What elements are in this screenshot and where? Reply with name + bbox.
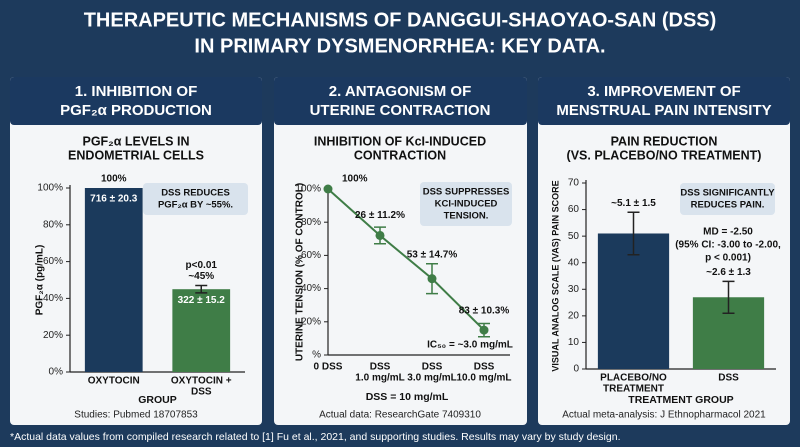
y-tick-label: 20% [43, 330, 63, 341]
point-label: 53 ± 14.7% [407, 249, 458, 260]
bar-inner-label: 716 ± 20.3 [90, 194, 138, 205]
y-tick-label: 10 [568, 337, 580, 348]
note-text: DSS REDUCES [161, 188, 230, 199]
stats-text: (95% CI: -3.00 to -2.00, [675, 240, 781, 251]
y-tick-label: 50 [568, 231, 580, 242]
x-tick-label: 3.0 mg/mL [407, 373, 456, 384]
y-tick-label: 80% [43, 219, 63, 230]
point-label: 100% [342, 174, 368, 185]
y-tick-label: 20% [301, 316, 321, 327]
source: Actual data: ResearchGate 7409310 [319, 410, 481, 421]
stats-text: p < 0.001) [705, 253, 751, 264]
note-text: TENSION. [444, 211, 489, 222]
chart-title: CONTRACTION [354, 148, 446, 162]
point [479, 325, 489, 335]
source: Actual meta-analysis: J Ethnopharmacol 2… [562, 410, 766, 421]
y-tick-label: 40% [43, 293, 63, 304]
x-axis-label: GROUP [138, 394, 177, 406]
x-tick-label: DSS [474, 362, 495, 373]
x-tick-label: DSS [370, 362, 391, 373]
y-tick-label: 0 [573, 364, 579, 375]
point-label: 26 ± 11.2% [355, 210, 405, 221]
panel-header-band [538, 77, 790, 125]
line [327, 188, 485, 331]
stats-text: MD = -2.50 [703, 227, 753, 238]
error-bar [195, 284, 208, 294]
panel-card [274, 77, 527, 425]
x-tick-label: OXYTOCIN [88, 376, 140, 387]
panel-header-band [10, 77, 262, 125]
panel-header: PGF₂α PRODUCTION [60, 102, 212, 119]
chart-title: PGF₂α LEVELS IN [82, 134, 189, 148]
bar-label: ~5.1 ± 1.5 [611, 198, 656, 209]
bar [84, 188, 143, 372]
bar [597, 233, 670, 369]
page-title: THERAPEUTIC MECHANISMS OF DANGGUI-SHAOYA… [84, 9, 717, 31]
panel-header: 3. IMPROVEMENT OF [587, 83, 740, 100]
x-tick-label: PLACEBO/NO [600, 373, 667, 384]
y-tick-label: 20 [568, 310, 580, 321]
note-text: REDUCES PAIN. [691, 200, 765, 211]
note-text: KCI-INDUCED [435, 199, 498, 210]
chart-title: (VS. PLACEBO/NO TREATMENT) [567, 148, 762, 162]
x-tick-label: DSS [718, 373, 739, 384]
x-tick-label: 0 DSS [314, 362, 343, 373]
chart-title: INHIBITION OF KcI-INDUCED [314, 134, 486, 148]
panel-header: 1. INHIBITION OF [75, 83, 198, 100]
y-tick-label: 60% [43, 256, 63, 267]
panel-header: UTERINE CONTRACTION [310, 102, 491, 119]
bar-label: ~45% [188, 271, 214, 282]
note-box [420, 182, 512, 226]
y-tick-label: % [312, 350, 321, 361]
y-axis-label: UTERINE TENSION (% OF CONTROL) [295, 183, 306, 361]
point-label: 83 ± 10.3% [459, 306, 510, 317]
x-axis-label: DSS = 10 mg/mL [366, 391, 449, 403]
panel-header: MENSTRUAL PAIN INTENSITY [556, 102, 771, 119]
note-box [143, 183, 248, 215]
bar-inner-label: 322 ± 15.2 [178, 295, 226, 306]
page-title: IN PRIMARY DYSMENORRHEA: KEY DATA. [194, 35, 605, 57]
y-tick-label: 40 [568, 257, 580, 268]
source: Studies: Pubmed 18707853 [74, 410, 198, 421]
note-text: DSS SIGNIFICANTLY [680, 188, 775, 199]
x-tick-label: 1.0 mg/mL [355, 373, 404, 384]
note-text: DSS SUPPRESSES [423, 187, 510, 198]
x-tick-label: 10.0 mg/mL [456, 373, 511, 384]
y-tick-label: 100% [295, 184, 321, 195]
x-tick-label: TREATMENT [603, 384, 664, 395]
y-axis-label: PGF₂α (pg/mL) [35, 245, 46, 316]
y-tick-label: 60 [568, 204, 580, 215]
x-axis-label: TREATMENT GROUP [628, 394, 733, 406]
y-tick-label: 60% [301, 250, 321, 261]
x-tick-label: DSS [191, 387, 212, 398]
bar [172, 289, 231, 372]
ic50-label: IC₅₀ = ~3.0 mg/mL [427, 340, 513, 351]
point [323, 184, 333, 194]
error-bar [722, 280, 735, 314]
note-text: PGF₂α BY ~55%. [158, 200, 233, 211]
bar-label: 100% [101, 174, 127, 185]
y-tick-label: 40% [301, 283, 321, 294]
y-tick-label: 70 [568, 178, 580, 189]
point [375, 230, 385, 240]
panel-header-band [274, 77, 527, 125]
point [427, 274, 437, 284]
note-box [680, 183, 775, 215]
y-axis-label: VISUAL ANALOG SCALE (VAS) PAIN SCORE [550, 180, 560, 371]
bar-label: p<0.01 [186, 260, 218, 271]
chart-title: PAIN REDUCTION [611, 134, 718, 148]
y-tick-label: 100% [37, 183, 63, 194]
y-tick-label: 80% [301, 217, 321, 228]
bar-label: ~2.6 ± 1.3 [706, 267, 751, 278]
footnote: *Actual data values from compiled resear… [10, 431, 621, 443]
error-bar [627, 211, 640, 256]
x-tick-label: DSS [422, 362, 443, 373]
y-tick-label: 0% [49, 367, 64, 378]
panel-header: 2. ANTAGONISM OF [329, 83, 472, 100]
chart-title: ENDOMETRIAL CELLS [68, 148, 204, 162]
y-tick-label: 30 [568, 284, 580, 295]
x-tick-label: OXYTOCIN + [171, 376, 232, 387]
